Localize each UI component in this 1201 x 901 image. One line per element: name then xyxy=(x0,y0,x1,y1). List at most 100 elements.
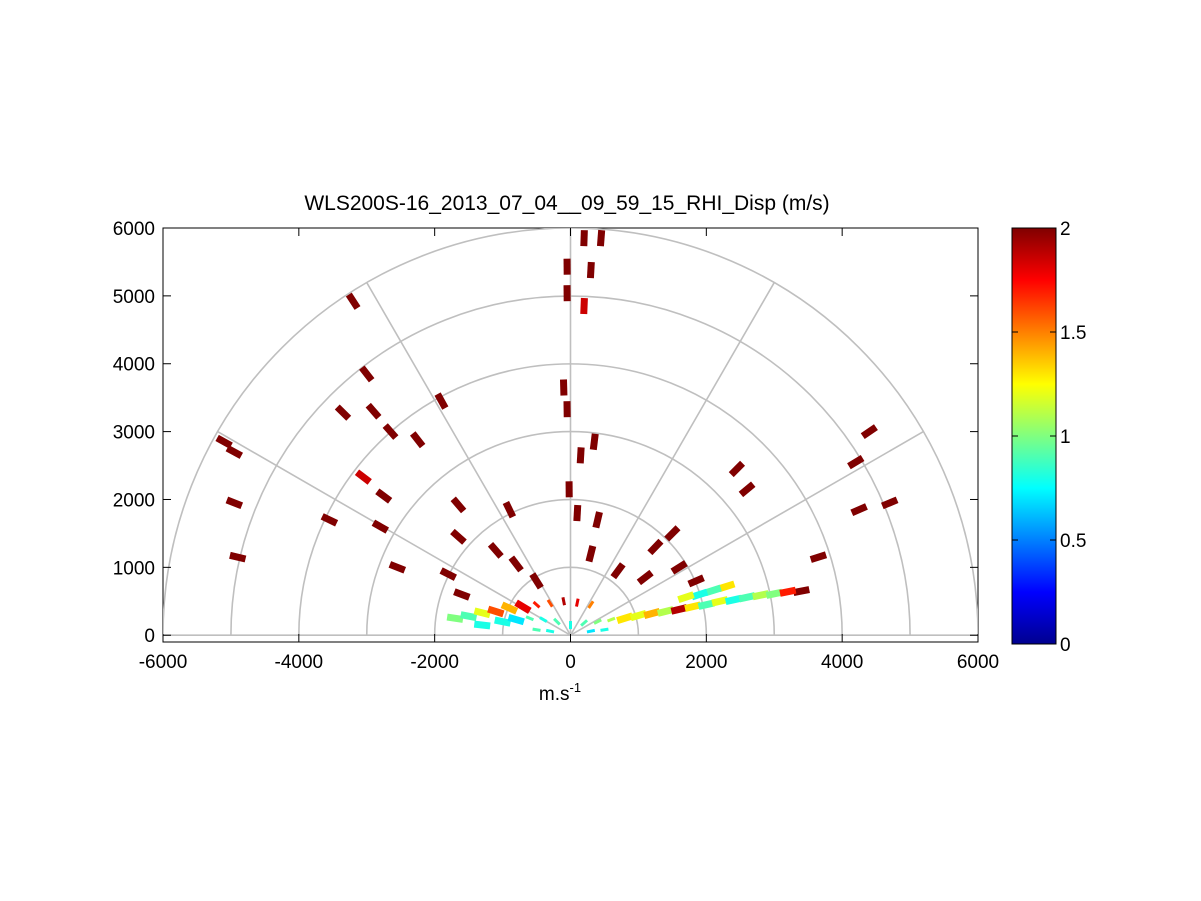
data-cell xyxy=(487,542,504,559)
data-cell xyxy=(494,616,512,627)
data-cell xyxy=(704,584,722,597)
data-cell xyxy=(779,586,797,597)
data-cell xyxy=(563,401,571,418)
data-cell xyxy=(580,619,589,627)
data-cell xyxy=(229,551,247,563)
x-tick-label: 6000 xyxy=(957,652,999,673)
y-tick-label: 4000 xyxy=(113,355,155,376)
x-tick-label: 2000 xyxy=(685,652,727,673)
data-cell xyxy=(647,538,664,556)
data-cell xyxy=(354,469,372,485)
y-tick-label: 3000 xyxy=(113,423,155,444)
data-cell xyxy=(539,616,548,623)
chart-title: WLS200S-16_2013_07_04__09_59_15_RHI_Disp… xyxy=(304,192,829,215)
data-cell xyxy=(563,285,571,302)
data-cell xyxy=(616,612,634,624)
data-cell xyxy=(529,572,544,590)
colorbar-tick-label: 0 xyxy=(1060,635,1071,656)
data-cell xyxy=(792,586,810,597)
data-cell xyxy=(664,525,681,542)
x-tick-label: 0 xyxy=(565,652,576,673)
data-cell xyxy=(880,496,899,510)
data-cell xyxy=(473,620,491,630)
data-cell xyxy=(525,615,535,622)
data-cell xyxy=(643,608,661,619)
data-cell xyxy=(545,628,555,634)
x-axis-label: m.s-1 xyxy=(539,680,581,705)
data-cell xyxy=(656,606,675,617)
data-cell xyxy=(546,599,554,608)
data-cell xyxy=(586,261,595,279)
data-cell xyxy=(225,445,244,459)
data-cell xyxy=(573,504,582,522)
data-cell xyxy=(446,613,464,623)
data-cell xyxy=(371,519,390,534)
data-cell xyxy=(450,496,467,514)
data-cell xyxy=(596,229,606,247)
data-cell xyxy=(847,455,865,470)
data-cell xyxy=(569,621,572,630)
data-cell xyxy=(215,434,233,449)
data-cell xyxy=(728,460,746,478)
data-cell xyxy=(724,594,743,606)
data-cell xyxy=(600,627,609,632)
data-cell xyxy=(610,562,626,580)
data-cell xyxy=(589,433,599,451)
x-tick-label: -2000 xyxy=(410,652,459,673)
data-cell xyxy=(765,588,783,599)
colorbar xyxy=(1011,227,1057,645)
data-cell xyxy=(345,292,361,310)
data-cell xyxy=(593,618,602,625)
y-tick-label: 5000 xyxy=(113,287,155,308)
polar-grid-spoke xyxy=(217,430,571,636)
data-cell xyxy=(565,481,573,498)
data-cell xyxy=(752,590,770,601)
y-tick-label: 0 xyxy=(144,626,155,647)
data-cell xyxy=(487,605,505,618)
data-cell xyxy=(388,561,407,574)
data-cell xyxy=(365,402,382,420)
x-tick-label: -6000 xyxy=(139,652,188,673)
x-tick-label: -4000 xyxy=(275,652,324,673)
data-cell xyxy=(690,588,709,601)
data-cell xyxy=(585,545,597,563)
data-cell xyxy=(636,569,654,586)
y-tick-label: 1000 xyxy=(113,558,155,579)
data-cell xyxy=(580,297,588,315)
data-cell xyxy=(382,423,399,440)
data-cell xyxy=(809,551,828,563)
data-cell xyxy=(507,614,525,626)
data-cell xyxy=(670,560,688,575)
polar-grid-spoke xyxy=(569,282,775,636)
colorbar-tick-label: 0.5 xyxy=(1060,531,1086,552)
data-cell xyxy=(629,609,648,622)
data-cell xyxy=(450,528,467,545)
data-cell xyxy=(586,628,596,634)
data-cell xyxy=(684,601,702,612)
data-cell xyxy=(606,616,616,623)
x-tick-label: 4000 xyxy=(821,652,863,673)
data-cell xyxy=(453,588,471,601)
data-cell xyxy=(718,580,736,593)
data-cell xyxy=(576,447,585,464)
data-cell xyxy=(860,424,878,440)
data-cell xyxy=(359,365,375,383)
data-cell xyxy=(850,503,868,517)
colorbar-tick-label: 1 xyxy=(1060,427,1071,448)
data-cell xyxy=(697,599,715,610)
data-cell xyxy=(473,607,491,619)
data-cell xyxy=(592,511,603,529)
data-cell xyxy=(500,601,519,615)
data-cell xyxy=(563,258,571,275)
data-cell xyxy=(375,488,393,504)
data-cell xyxy=(434,392,449,410)
data-cell xyxy=(532,627,541,632)
data-cell xyxy=(580,230,588,247)
data-cell xyxy=(711,596,729,607)
polar-grid-spoke xyxy=(570,430,924,636)
data-cell xyxy=(561,597,566,606)
colorbar-tick-label: 2 xyxy=(1060,219,1071,240)
data-cell xyxy=(410,431,426,449)
y-tick-label: 6000 xyxy=(113,219,155,240)
